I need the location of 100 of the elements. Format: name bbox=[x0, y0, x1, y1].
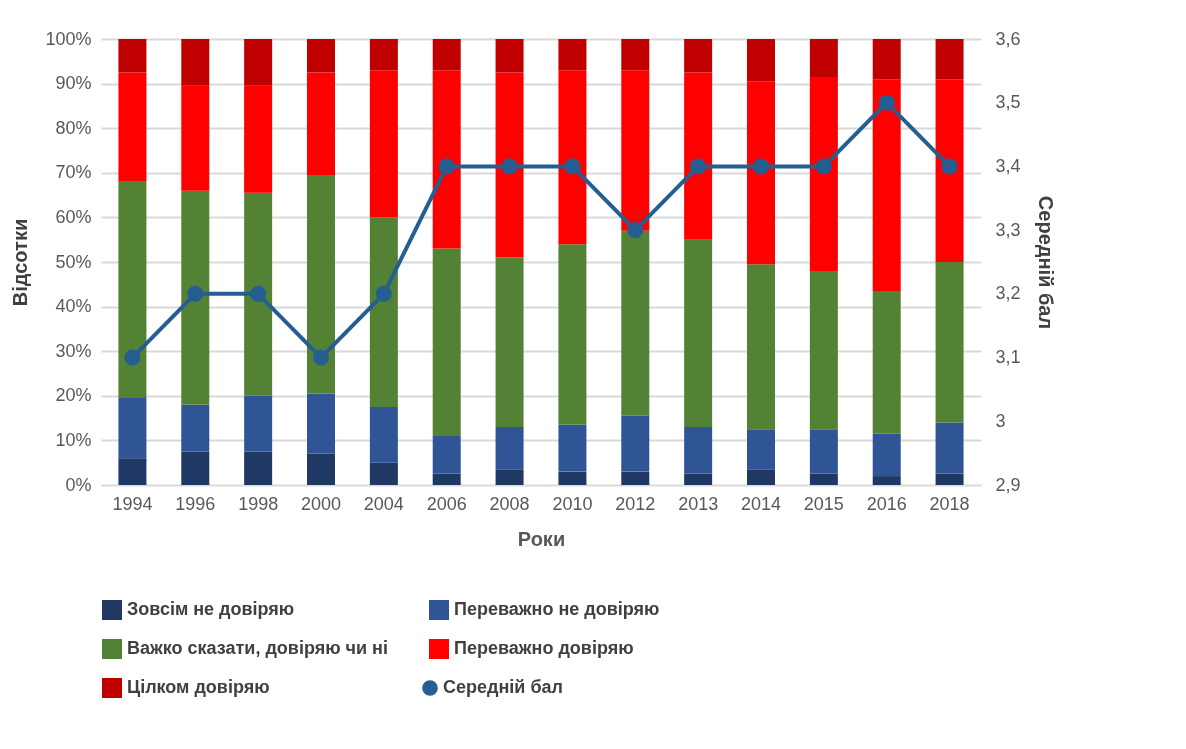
bar bbox=[307, 453, 335, 485]
x-axis-title: Роки bbox=[517, 527, 566, 550]
x-tick-label: 2006 bbox=[426, 493, 467, 514]
y2-tick-label: 3 bbox=[995, 410, 1006, 431]
bar bbox=[809, 76, 838, 271]
x-tick-label: 2010 bbox=[552, 493, 593, 514]
bar bbox=[809, 473, 838, 485]
x-tick-label: 2018 bbox=[929, 493, 970, 514]
y2-tick-label: 3,3 bbox=[995, 219, 1021, 240]
y2-tick-label: 3,2 bbox=[995, 283, 1021, 304]
bar bbox=[747, 81, 775, 265]
legend-label: Переважно не довіряю bbox=[454, 599, 660, 619]
bar bbox=[118, 398, 147, 459]
bar bbox=[872, 433, 901, 477]
point bbox=[690, 158, 707, 175]
bar bbox=[307, 72, 335, 176]
x-tick-label: 2013 bbox=[678, 493, 719, 514]
bar bbox=[621, 230, 650, 416]
bar bbox=[495, 72, 524, 258]
bar bbox=[307, 39, 335, 73]
y-tick-label: 30% bbox=[55, 340, 92, 361]
y-tick-label: 100% bbox=[45, 28, 92, 49]
bar bbox=[809, 39, 838, 77]
point bbox=[815, 158, 832, 175]
bar bbox=[307, 175, 335, 394]
bar bbox=[244, 395, 273, 452]
bar bbox=[935, 473, 964, 485]
legend-label: Зовсім не довіряю bbox=[127, 599, 295, 619]
y-tick-label: 70% bbox=[55, 162, 92, 183]
x-tick-label: 2015 bbox=[803, 493, 844, 514]
bar bbox=[684, 39, 713, 73]
bar bbox=[621, 70, 650, 231]
bar bbox=[621, 415, 650, 472]
bar bbox=[872, 79, 901, 291]
bar bbox=[495, 257, 524, 428]
point bbox=[438, 158, 455, 175]
bar bbox=[181, 39, 210, 86]
bar bbox=[558, 70, 587, 245]
y2-tick-label: 3,6 bbox=[995, 28, 1021, 49]
legend-label: Важко сказати, довіряю чи ні bbox=[127, 638, 388, 658]
bar bbox=[684, 239, 713, 428]
bar bbox=[118, 72, 147, 182]
bar bbox=[558, 471, 587, 485]
bar bbox=[621, 39, 650, 71]
x-tick-label: 2004 bbox=[363, 493, 404, 514]
bar bbox=[307, 393, 335, 454]
x-tick-label: 1994 bbox=[112, 493, 153, 514]
point bbox=[187, 285, 204, 302]
bar bbox=[432, 435, 461, 474]
y2-tick-label: 2,9 bbox=[995, 474, 1021, 495]
x-tick-label: 2008 bbox=[489, 493, 530, 514]
bar bbox=[118, 458, 147, 485]
y-tick-label: 40% bbox=[55, 296, 92, 317]
point bbox=[312, 349, 330, 366]
bar bbox=[369, 217, 398, 407]
bar bbox=[369, 39, 398, 71]
y2-tick-label: 3,5 bbox=[995, 92, 1021, 113]
x-tick-label: 2014 bbox=[740, 493, 782, 514]
y2-axis-title: Середній бал bbox=[1034, 195, 1057, 330]
bar bbox=[872, 290, 901, 434]
bar bbox=[369, 406, 398, 463]
bar bbox=[118, 181, 147, 399]
x-tick-label: 2016 bbox=[866, 493, 907, 514]
bar bbox=[244, 451, 273, 485]
y-tick-label: 50% bbox=[55, 251, 92, 272]
point bbox=[250, 285, 267, 302]
bar bbox=[432, 39, 461, 71]
bar bbox=[558, 244, 587, 425]
y-tick-label: 0% bbox=[65, 474, 92, 495]
x-tick-label: 2000 bbox=[300, 493, 342, 514]
bar bbox=[244, 192, 273, 396]
bar bbox=[747, 39, 775, 82]
bar bbox=[495, 39, 524, 73]
point bbox=[124, 349, 141, 366]
bar bbox=[558, 39, 587, 71]
y-axis-title: Відсотки bbox=[9, 218, 32, 307]
bar bbox=[432, 248, 461, 436]
bar bbox=[558, 424, 587, 472]
point bbox=[878, 94, 895, 111]
bar bbox=[684, 473, 713, 485]
point bbox=[375, 285, 392, 302]
bar bbox=[872, 39, 901, 80]
y-tick-label: 80% bbox=[55, 117, 92, 138]
bar bbox=[244, 85, 273, 193]
legend-label: Середній бал bbox=[443, 677, 563, 697]
point bbox=[501, 158, 518, 175]
point bbox=[752, 158, 770, 175]
bar bbox=[181, 404, 210, 452]
y-tick-label: 90% bbox=[55, 73, 92, 94]
bar bbox=[747, 469, 775, 485]
x-tick-label: 1998 bbox=[238, 493, 279, 514]
point bbox=[564, 158, 581, 175]
y-tick-label: 20% bbox=[55, 385, 92, 406]
y2-tick-label: 3,4 bbox=[995, 155, 1021, 176]
bar bbox=[809, 270, 838, 430]
y2-tick-label: 3,1 bbox=[995, 347, 1021, 368]
bar bbox=[935, 79, 964, 262]
legend-label: Цілком довіряю bbox=[127, 677, 270, 697]
bar bbox=[747, 264, 775, 430]
bar bbox=[809, 429, 838, 474]
